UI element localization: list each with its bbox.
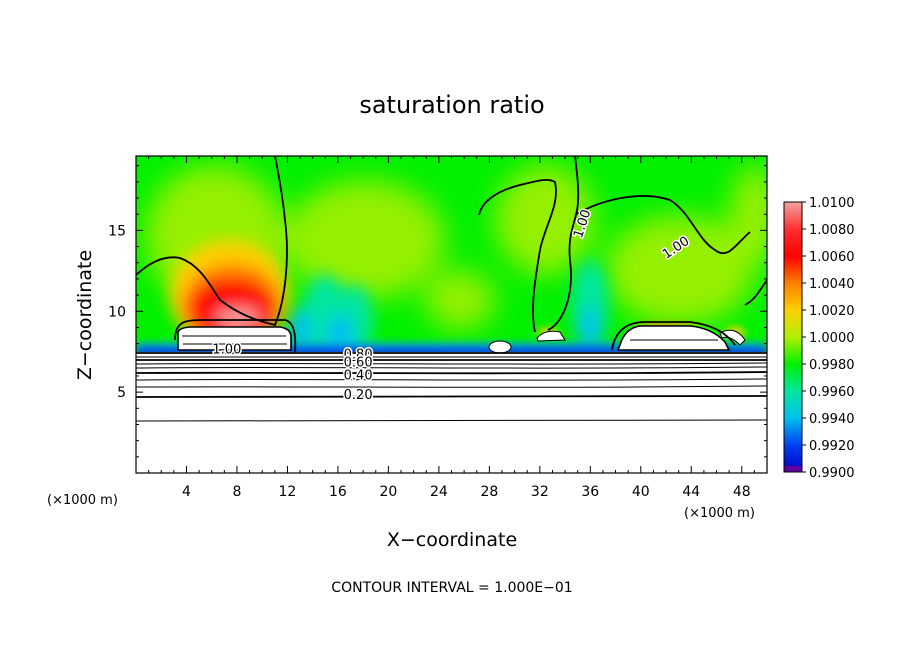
contour-label-group: 0.60 [342, 354, 374, 372]
x-tick-label: 48 [733, 484, 751, 500]
x-unit-left: (×1000 m) [47, 493, 118, 508]
colorbar-label: 0.9920 [809, 439, 855, 454]
cloud-right [616, 325, 746, 351]
colorbar-label: 0.9940 [809, 412, 855, 427]
colorbar-label: 1.0020 [809, 304, 855, 319]
x-axis-label: X−coordinate [387, 529, 517, 551]
x-tick-label: 20 [379, 484, 397, 500]
x-tick-label: 16 [329, 484, 347, 500]
contour-near-cloud-right [611, 321, 736, 351]
field-lower-region [136, 352, 767, 473]
colorbar: 1.0100 1.0080 1.0060 1.0040 1.0020 1.0000 0.99… [783, 196, 855, 481]
colorbar-segment [784, 364, 802, 392]
contour-label: 1.00 [212, 343, 241, 358]
x-tick-label: 8 [232, 484, 241, 500]
x-tick-label: 40 [632, 484, 650, 500]
colorbar-segment [784, 337, 802, 365]
contour-interval: CONTOUR INTERVAL = 1.000E−01 [331, 580, 572, 596]
y-tick-label: 10 [108, 304, 126, 320]
tick-marks [136, 156, 767, 473]
x-tick-label: 36 [581, 484, 599, 500]
colorbar-label: 0.9980 [809, 358, 855, 373]
x-tick-label: 24 [430, 484, 448, 500]
colorbar-segment [784, 391, 802, 419]
contour-near-cloud-left [174, 319, 297, 353]
contour-lines-lower [136, 352, 767, 422]
colorbar-label: 1.0040 [809, 277, 855, 292]
x-tick-label: 4 [182, 484, 191, 500]
contour-right-edge [744, 279, 767, 306]
colorbar-label: 0.9900 [809, 466, 855, 481]
colorbar-label: 0.9960 [809, 385, 855, 400]
contour-label: 0.80 [344, 347, 373, 362]
contour-label-group: 1.00 [211, 341, 243, 359]
colorbar-label: 1.0060 [809, 250, 855, 265]
plot-area: 1.001.001.00 0.800.600.400.20 [136, 156, 767, 473]
contour-label-group: 0.40 [342, 367, 374, 385]
colorbar-segment [784, 202, 802, 230]
x-tick-label: 44 [682, 484, 700, 500]
colorbar-segment [784, 310, 802, 338]
contour-label: 0.60 [344, 356, 373, 371]
y-axis-label: Z−coordinate [74, 250, 96, 380]
y-tick-labels: 5 10 15 [108, 223, 126, 401]
colorbar-label: 1.0000 [809, 331, 855, 346]
contour-upper-right [547, 156, 751, 331]
colorbar-segment [784, 283, 802, 311]
x-tick-label: 32 [531, 484, 549, 500]
contour-label-group: 0.20 [342, 386, 374, 404]
contour-label: 0.40 [344, 368, 373, 383]
x-tick-labels: 4 8 12 16 20 24 28 32 36 40 44 48 [182, 484, 751, 500]
y-tick-label: 5 [117, 385, 126, 401]
colorbar-label: 1.0100 [809, 196, 855, 211]
colorbar-label: 1.0080 [809, 223, 855, 238]
contour-lines-upper [136, 156, 767, 353]
y-tick-label: 15 [108, 223, 126, 239]
colorbar-segment [784, 445, 802, 473]
colorbar-bottom-segment [784, 466, 802, 472]
x-tick-label: 12 [279, 484, 297, 500]
colorbar-segment [784, 256, 802, 284]
field-dry-plumes [288, 260, 608, 355]
contour-label-group: 0.80 [342, 346, 374, 364]
x-unit-right: (×1000 m) [684, 506, 755, 521]
contour-upper-middle [478, 178, 557, 333]
contour-label: 0.20 [344, 388, 373, 403]
contour-upper-left [136, 156, 288, 327]
chart-title: saturation ratio [359, 91, 544, 119]
colorbar-segment [784, 229, 802, 257]
colorbar-segment [784, 418, 802, 446]
x-tick-label: 28 [480, 484, 498, 500]
cloud-left [177, 326, 292, 351]
field-moist-left [170, 240, 290, 350]
cloud-small [488, 330, 566, 354]
